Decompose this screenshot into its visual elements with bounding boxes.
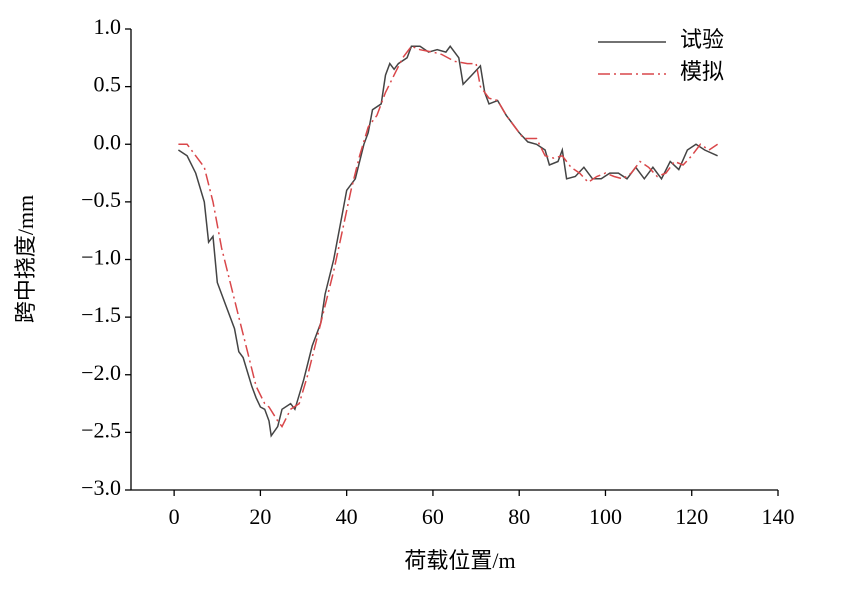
legend-label: 模拟 xyxy=(680,59,724,84)
x-tick-label: 120 xyxy=(675,504,708,529)
y-tick-label: 1.0 xyxy=(94,14,122,39)
y-axis-label: 跨中挠度/mm xyxy=(13,195,38,323)
y-tick-label: −3.0 xyxy=(81,475,121,500)
x-axis-label: 荷载位置/m xyxy=(404,548,515,573)
series-line xyxy=(177,45,718,438)
y-tick-label: −0.5 xyxy=(81,187,121,212)
x-tick-label: 100 xyxy=(589,504,622,529)
series-line xyxy=(178,45,719,429)
y-tick-label: −1.0 xyxy=(81,245,121,270)
x-tick-label: 140 xyxy=(762,504,795,529)
y-tick-label: −1.5 xyxy=(81,302,121,327)
x-tick-label: 0 xyxy=(169,504,180,529)
y-tick-label: −2.0 xyxy=(81,360,121,385)
y-tick-label: −2.5 xyxy=(81,417,121,442)
y-tick-label: 0.5 xyxy=(94,72,122,97)
legend-label: 试验 xyxy=(680,27,724,52)
x-tick-label: 40 xyxy=(336,504,358,529)
x-tick-label: 80 xyxy=(508,504,530,529)
x-tick-label: 60 xyxy=(422,504,444,529)
y-tick-label: 0.0 xyxy=(94,129,122,154)
x-tick-label: 20 xyxy=(249,504,271,529)
